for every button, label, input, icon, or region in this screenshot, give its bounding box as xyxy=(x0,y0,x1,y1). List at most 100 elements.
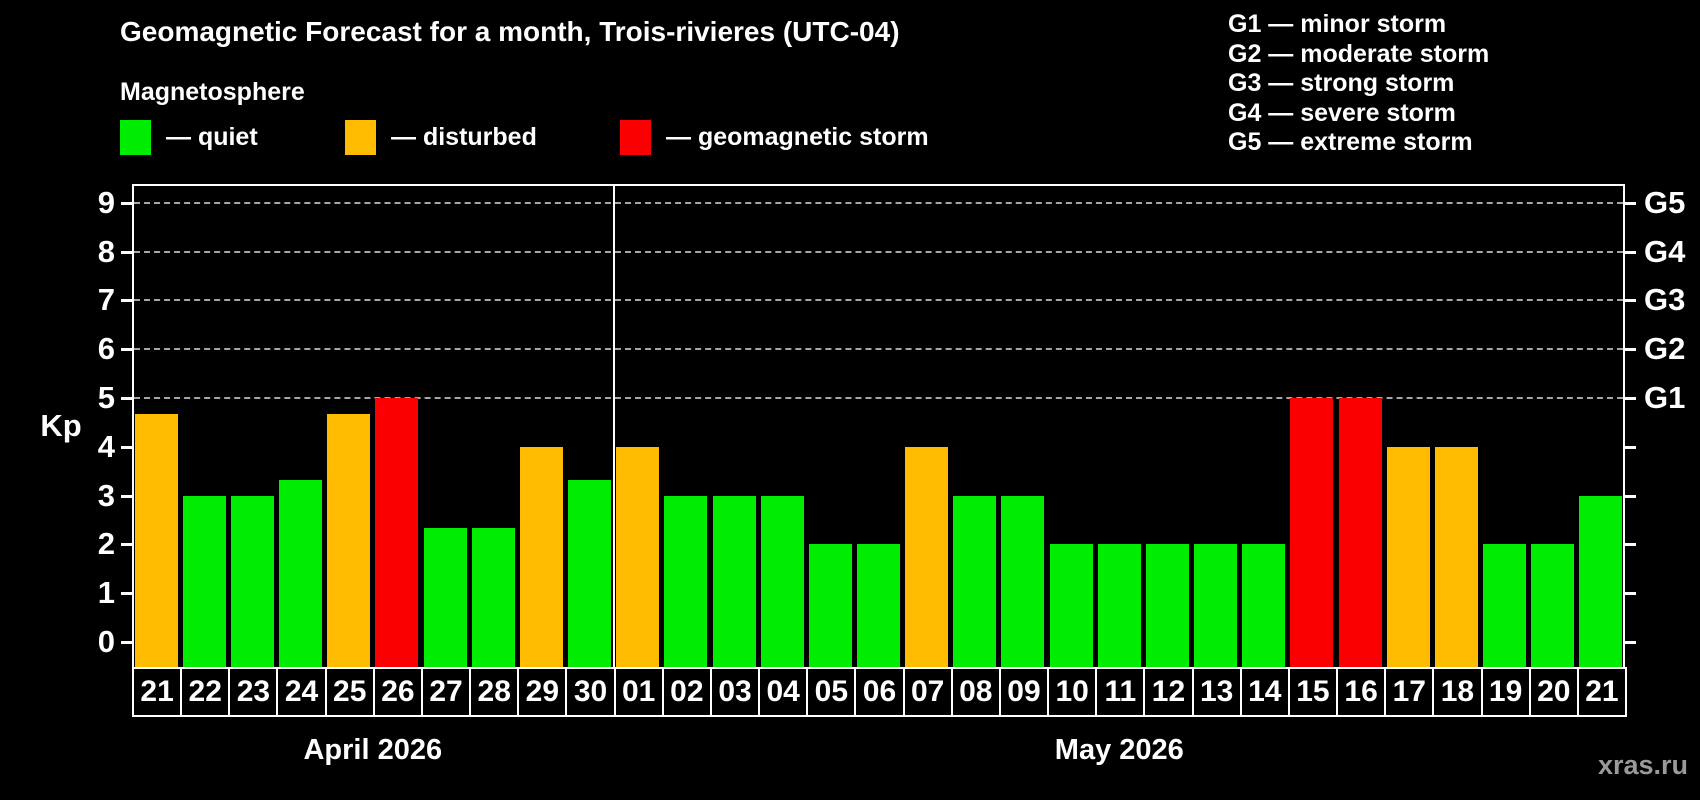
y-tick-right xyxy=(1625,348,1636,352)
date-cell-21: 21 xyxy=(132,667,183,717)
month-label: May 2026 xyxy=(1054,734,1184,766)
g4-legend-line: G4 — severe storm xyxy=(1228,98,1456,127)
kp-bar-02 xyxy=(664,495,708,667)
kp-bar-19 xyxy=(1483,544,1527,667)
legend-label-disturbed: — disturbed xyxy=(391,123,537,151)
date-cell-27: 27 xyxy=(420,667,472,717)
date-cell-29: 29 xyxy=(517,667,568,717)
kp-bar-15 xyxy=(1290,398,1334,667)
g-level-label-g4: G4 xyxy=(1644,233,1686,269)
y-tick-left xyxy=(121,494,132,498)
right-axis-line xyxy=(1623,184,1625,667)
date-cell-03: 03 xyxy=(709,667,761,717)
date-cell-30: 30 xyxy=(565,667,616,717)
y-tick-left xyxy=(121,445,132,449)
kp-bar-27 xyxy=(423,528,467,667)
g2-legend-line: G2 — moderate storm xyxy=(1228,39,1490,68)
date-cell-13: 13 xyxy=(1191,667,1242,717)
gridline-g2 xyxy=(134,348,1623,351)
g-scale-legend: G1 — minor storm G2 — moderate storm G3 … xyxy=(1228,10,1489,158)
date-cell-19: 19 xyxy=(1480,667,1531,717)
y-tick-right xyxy=(1625,543,1636,547)
date-cell-01: 01 xyxy=(613,667,664,717)
kp-bar-01 xyxy=(616,446,660,667)
legend-item-storm: — geomagnetic storm xyxy=(620,120,929,155)
kp-bar-23 xyxy=(230,495,274,667)
y-tick-label: 3 xyxy=(97,477,115,513)
kp-bar-29 xyxy=(519,446,563,667)
y-tick-label: 7 xyxy=(97,282,115,318)
y-tick-left xyxy=(121,543,132,547)
date-cell-18: 18 xyxy=(1432,667,1483,717)
kp-bar-22 xyxy=(182,495,226,667)
date-cell-04: 04 xyxy=(758,667,809,717)
kp-bar-03 xyxy=(712,495,756,667)
y-tick-right xyxy=(1625,592,1636,596)
y-tick-label: 1 xyxy=(97,575,115,611)
kp-bar-25 xyxy=(327,414,371,667)
gridline-g3 xyxy=(134,299,1623,302)
kp-bar-14 xyxy=(1242,544,1286,667)
kp-bar-21 xyxy=(134,414,178,667)
g1-legend-line: G1 — minor storm xyxy=(1228,10,1447,38)
kp-bar-26 xyxy=(375,398,419,667)
y-tick-right xyxy=(1625,299,1636,303)
date-cell-17: 17 xyxy=(1384,667,1435,717)
kp-bar-07 xyxy=(905,446,949,667)
date-cell-24: 24 xyxy=(276,667,327,717)
quiet-swatch-icon xyxy=(120,120,151,155)
y-tick-label: 8 xyxy=(97,233,115,269)
date-cell-12: 12 xyxy=(1143,667,1194,717)
month-label: April 2026 xyxy=(303,734,443,766)
y-tick-left xyxy=(121,201,132,205)
g-level-label-g5: G5 xyxy=(1644,184,1686,220)
watermark: xras.ru xyxy=(1597,750,1688,780)
date-cell-20: 20 xyxy=(1528,667,1579,717)
date-cell-10: 10 xyxy=(1047,667,1098,717)
kp-bar-21 xyxy=(1579,495,1623,667)
date-cell-21: 21 xyxy=(1576,667,1627,717)
y-tick-left xyxy=(121,397,132,400)
kp-bar-20 xyxy=(1531,544,1575,667)
date-cell-08: 08 xyxy=(950,667,1001,717)
disturbed-swatch-icon xyxy=(345,120,376,155)
chart-title: Geomagnetic Forecast for a month, Trois-… xyxy=(120,16,900,47)
g-level-label-g2: G2 xyxy=(1644,331,1686,367)
kp-bar-04 xyxy=(760,495,804,667)
y-tick-label: 4 xyxy=(97,428,115,464)
y-tick-label: 5 xyxy=(97,380,115,415)
gridline-g4 xyxy=(134,250,1623,253)
plot-area xyxy=(132,184,1625,667)
kp-bar-24 xyxy=(279,479,323,667)
y-tick-right xyxy=(1625,201,1636,205)
date-cell-23: 23 xyxy=(228,667,279,717)
month-separator xyxy=(612,184,615,667)
y-tick-label: 0 xyxy=(97,624,115,659)
date-cell-06: 06 xyxy=(854,667,905,717)
date-cell-09: 09 xyxy=(998,667,1050,717)
y-tick-label: 2 xyxy=(97,526,115,562)
date-cell-25: 25 xyxy=(324,667,375,717)
date-cell-07: 07 xyxy=(902,667,953,717)
legend-item-disturbed: — disturbed xyxy=(345,120,537,155)
date-cell-11: 11 xyxy=(1095,667,1146,717)
y-axis-title: Kp xyxy=(40,408,82,443)
y-tick-label: 6 xyxy=(97,331,115,367)
date-cell-16: 16 xyxy=(1336,667,1387,717)
y-tick-label: 9 xyxy=(97,184,115,220)
kp-bar-09 xyxy=(1001,495,1045,667)
y-tick-left xyxy=(121,592,132,596)
y-tick-left xyxy=(121,299,132,303)
kp-bar-28 xyxy=(471,528,515,667)
kp-bar-08 xyxy=(953,495,997,667)
kp-bar-06 xyxy=(857,544,900,667)
chart-subtitle: Magnetosphere xyxy=(120,78,305,106)
date-cell-15: 15 xyxy=(1287,667,1339,717)
kp-bar-16 xyxy=(1338,398,1382,667)
date-cell-05: 05 xyxy=(806,667,857,717)
kp-bar-18 xyxy=(1434,446,1478,667)
plot-top-border xyxy=(132,184,1625,186)
y-tick-right xyxy=(1625,641,1636,644)
y-tick-right xyxy=(1625,445,1636,449)
